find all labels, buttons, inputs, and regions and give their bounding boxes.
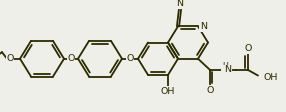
Text: O: O: [126, 54, 134, 63]
Text: OH: OH: [264, 73, 278, 82]
Text: H: H: [222, 62, 228, 71]
Text: N: N: [200, 22, 207, 31]
Text: N: N: [224, 65, 231, 74]
Text: N: N: [176, 0, 184, 8]
Text: O: O: [67, 54, 75, 63]
Text: O: O: [244, 44, 252, 53]
Text: OH: OH: [161, 87, 175, 96]
Text: O: O: [6, 54, 14, 63]
Text: O: O: [206, 86, 214, 95]
